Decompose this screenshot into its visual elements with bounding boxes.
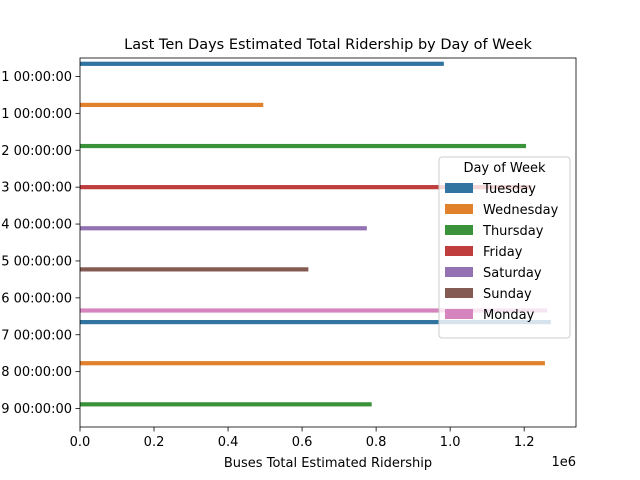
- legend-swatch-saturday: [445, 267, 473, 277]
- y-tick-label: 6 00:00:00: [1, 291, 72, 306]
- x-tick-label: 0.6: [292, 435, 313, 450]
- bar-saturday-4: [80, 226, 367, 231]
- legend-label-tuesday: Tuesday: [482, 182, 536, 197]
- legend-label-saturday: Saturday: [483, 266, 542, 281]
- bar-friday-3: [80, 185, 532, 190]
- legend: Day of Week Tuesday Wednesday Thursday Frida…: [438, 156, 571, 339]
- bar-thursday-9: [80, 402, 372, 407]
- legend-label-wednesday: Wednesday: [483, 203, 559, 218]
- legend-label-monday: Monday: [483, 308, 535, 323]
- bar-sunday-5: [80, 267, 309, 272]
- bar-wednesday-1: [80, 102, 264, 108]
- x-tick-label: 0.4: [218, 435, 239, 450]
- legend-swatch-monday: [445, 309, 473, 319]
- x-tick-label: 0.2: [144, 435, 165, 450]
- axes-layer: 0.0 0.2 0.4 0.6 0.8 1.0 1.2 1 00:00:00 1 00:00:0…: [1, 57, 577, 450]
- bar-tuesday-7: [80, 319, 551, 325]
- y-tick-label: 5 00:00:00: [1, 254, 72, 269]
- legend-swatch-tuesday: [445, 183, 473, 193]
- x-tick-label: 1.2: [514, 435, 535, 450]
- x-tick-label: 0.0: [70, 435, 91, 450]
- legend-swatch-wednesday: [445, 204, 473, 214]
- y-tick-label: 3 00:00:00: [1, 181, 72, 196]
- bar-tuesday-0: [80, 61, 444, 66]
- bar-wednesday-8: [80, 361, 545, 366]
- legend-label-sunday: Sunday: [483, 287, 532, 302]
- y-tick-label: 9 00:00:00: [1, 402, 72, 417]
- y-tick-label: 4 00:00:00: [1, 218, 72, 233]
- legend-title: Day of Week: [463, 161, 546, 176]
- bar-thursday-2: [80, 143, 527, 149]
- legend-swatch-sunday: [445, 288, 473, 298]
- y-tick-label: 1 00:00:00: [1, 107, 72, 122]
- x-axis-label: Buses Total Estimated Ridership: [224, 456, 432, 471]
- y-tick-label: 1 00:00:00: [1, 70, 72, 85]
- legend-swatch-friday: [445, 246, 473, 256]
- x-tick-label: 0.8: [366, 435, 387, 450]
- legend-label-thursday: Thursday: [482, 224, 544, 239]
- bars-layer: [80, 61, 551, 407]
- x-tick-label: 1.0: [440, 435, 461, 450]
- legend-swatch-thursday: [445, 225, 473, 235]
- chart-title: Last Ten Days Estimated Total Ridership …: [124, 37, 532, 53]
- y-tick-label: 8 00:00:00: [1, 365, 72, 380]
- plot-frame: [79, 57, 577, 428]
- y-tick-label: 7 00:00:00: [1, 328, 72, 343]
- x-axis-offset-label: 1e6: [551, 455, 576, 470]
- bar-monday-6: [80, 308, 548, 313]
- legend-label-friday: Friday: [483, 245, 523, 260]
- y-tick-label: 2 00:00:00: [1, 144, 72, 159]
